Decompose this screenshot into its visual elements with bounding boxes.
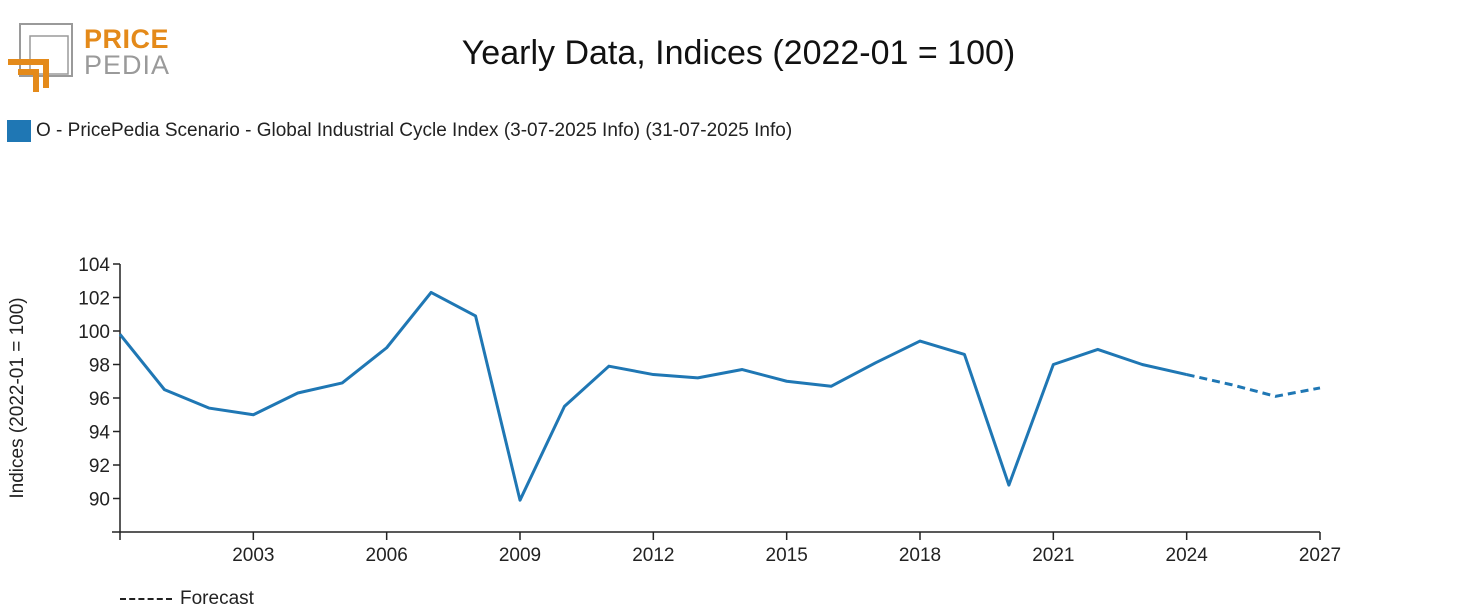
data-point (741, 368, 744, 371)
y-tick-label: 94 (89, 423, 111, 444)
data-point (1096, 348, 1099, 351)
logo-text-price: PRICE (84, 24, 170, 54)
forecast-legend: Forecast (120, 588, 254, 610)
data-point (1007, 484, 1010, 487)
data-point (607, 365, 610, 368)
data-point (341, 382, 344, 385)
forecast-dash-icon (120, 598, 172, 600)
data-point (163, 388, 166, 391)
x-tick-label: 2006 (366, 545, 408, 566)
y-tick-label: 102 (78, 289, 110, 310)
legend-swatch (7, 120, 31, 142)
forecast-line (1186, 373, 1321, 398)
y-tick-label: 90 (89, 490, 110, 511)
x-tick-label: 2009 (499, 545, 541, 566)
data-point (1319, 387, 1322, 390)
data-point (696, 377, 699, 380)
logo-text-pedia: PEDIA (84, 50, 171, 80)
data-point (874, 361, 877, 364)
data-point (1185, 373, 1188, 376)
data-point (919, 340, 922, 343)
data-point (207, 407, 210, 410)
chart-title: Yearly Data, Indices (2022-01 = 100) (461, 34, 1016, 72)
data-point (296, 392, 299, 395)
data-point (119, 333, 122, 336)
data-point (1274, 395, 1277, 398)
x-tick-label: 2018 (899, 545, 941, 566)
pricepedia-logo: PRICE PEDIA (6, 22, 170, 94)
data-point (1230, 383, 1233, 386)
x-tick-label: 2015 (766, 545, 808, 566)
series-layer (118, 290, 1322, 502)
y-tick-label: 96 (89, 389, 110, 410)
legend-label: O - PricePedia Scenario - Global Industr… (36, 120, 793, 141)
data-point (1141, 363, 1144, 366)
x-tick-label: 2027 (1299, 545, 1341, 566)
data-point (963, 353, 966, 356)
x-tick-label: 2003 (232, 545, 274, 566)
y-axis-label: Indices (2022-01 = 100) (7, 297, 28, 498)
data-point (830, 385, 833, 388)
data-point (519, 499, 522, 502)
data-point (785, 380, 788, 383)
y-tick-label: 104 (78, 255, 110, 276)
axes: 90 92 94 96 98 100 102 104 2003 2006 2009 2012 2015 2… (78, 255, 1341, 566)
data-point (652, 373, 655, 376)
x-tick-label: 2012 (632, 545, 674, 566)
data-point (474, 315, 477, 318)
y-tick-label: 92 (89, 456, 110, 477)
y-tick-label: 98 (89, 356, 110, 377)
data-point (1052, 363, 1055, 366)
y-tick-label: 100 (78, 322, 110, 343)
forecast-label: Forecast (180, 588, 254, 609)
logo-mark-icon (8, 23, 73, 92)
data-point (252, 413, 255, 416)
series-line (118, 290, 1187, 502)
series-legend[interactable]: O - PricePedia Scenario - Global Industr… (7, 120, 792, 142)
x-tick-label: 2024 (1166, 545, 1209, 566)
data-point (563, 405, 566, 408)
x-tick-label: 2021 (1032, 545, 1074, 566)
data-point (385, 346, 388, 349)
data-point (430, 291, 433, 294)
